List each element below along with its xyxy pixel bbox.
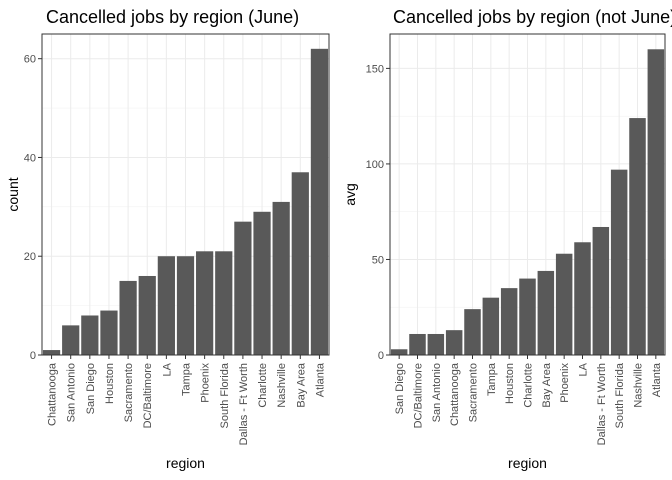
bar-la [157,256,175,355]
bar-atlanta [310,48,329,356]
x-tick-label: Phoenix [559,363,571,403]
x-tick-label: Nashville [276,363,288,408]
x-tick-label: Nashville [633,363,645,408]
x-tick-label: Atlanta [651,362,663,397]
bar-houston [500,288,518,355]
bar-phoenix [196,251,214,355]
bar-san-diego [81,315,99,355]
bar-sacramento [464,309,481,355]
y-tick-label: 100 [366,159,384,171]
y-tick-label: 60 [24,54,36,66]
chart-title: Cancelled jobs by region (June) [46,7,299,27]
x-tick-label: LA [578,362,590,376]
x-tick-label: Bay Area [541,362,553,408]
bar-dallas-ft-worth [592,226,610,355]
x-tick-label: DC/Baltimore [413,363,425,428]
y-tick-label: 50 [372,254,384,266]
bar-charlotte [519,278,536,355]
x-tick-label: San Antonio [66,363,78,422]
x-tick-label: Chattanooga [449,362,461,426]
x-tick-label: Houston [104,363,116,404]
x-tick-label: San Antonio [431,363,443,422]
bar-tampa [482,297,500,355]
bar-south-florida [610,169,628,355]
x-tick-label: LA [161,362,173,376]
x-axis-title: region [508,455,547,471]
chart-panel-1: 0 20 40 60 Chattanooga San Antonio San Diego Ho… [5,7,330,471]
bar-la [574,242,591,355]
x-tick-label: San Diego [394,363,406,414]
x-tick-label: San Diego [85,363,97,414]
bar-bay-area [291,172,309,355]
x-tick-label: Sacramento [468,363,480,422]
x-tick-label: Houston [504,363,516,404]
x-tick-label: Charlotte [257,363,269,408]
x-tick-label: Dallas - Ft Worth [238,363,250,445]
y-tick-label: 20 [24,251,36,263]
x-axis-title: region [166,455,205,471]
bar-chattanooga [445,330,463,355]
bar-houston [100,310,118,355]
bar-dallas-ft-worth [234,221,252,355]
x-tick-label: Tampa [486,362,498,396]
bar-charlotte [253,211,271,355]
y-axis-title: count [5,177,21,211]
bar-atlanta [647,49,665,356]
chart-title: Cancelled jobs by region (not June) [393,7,672,27]
y-tick-label: 40 [24,152,36,164]
bar-nashville [272,201,290,355]
bar-bay-area [537,270,555,355]
bar-sacramento [119,280,137,355]
y-tick-label: 0 [30,350,36,362]
x-tick-label: Dallas - Ft Worth [596,363,608,445]
x-tick-label: Phoenix [200,363,212,403]
x-tick-label: Sacramento [123,363,135,422]
y-axis-title: avg [342,183,358,206]
y-tick-label: 0 [378,350,384,362]
bar-san-antonio [62,325,80,355]
x-tick-label: Tampa [181,362,193,396]
x-tick-label: Charlotte [523,363,535,408]
bar-chattanooga [42,350,61,355]
x-tick-label: Bay Area [295,362,307,408]
x-tick-label: Chattanooga [47,362,59,426]
x-tick-label: South Florida [614,362,626,428]
bar-san-antonio [427,333,445,355]
x-tick-label: DC/Baltimore [142,363,154,428]
bar-dc-baltimore [138,275,156,355]
x-tick-label: South Florida [219,362,231,428]
x-tick-label: Atlanta [314,362,326,397]
chart-panel-2: 0 50 100 150 San Diego DC/Baltimore San Antoni… [342,7,672,471]
y-tick-label: 150 [366,63,384,75]
bar-nashville [629,118,646,355]
bar-dc-baltimore [409,333,426,355]
bar-south-florida [215,251,233,355]
bar-tampa [176,256,195,355]
bar-phoenix [555,253,573,355]
bar-san-diego [390,349,408,355]
